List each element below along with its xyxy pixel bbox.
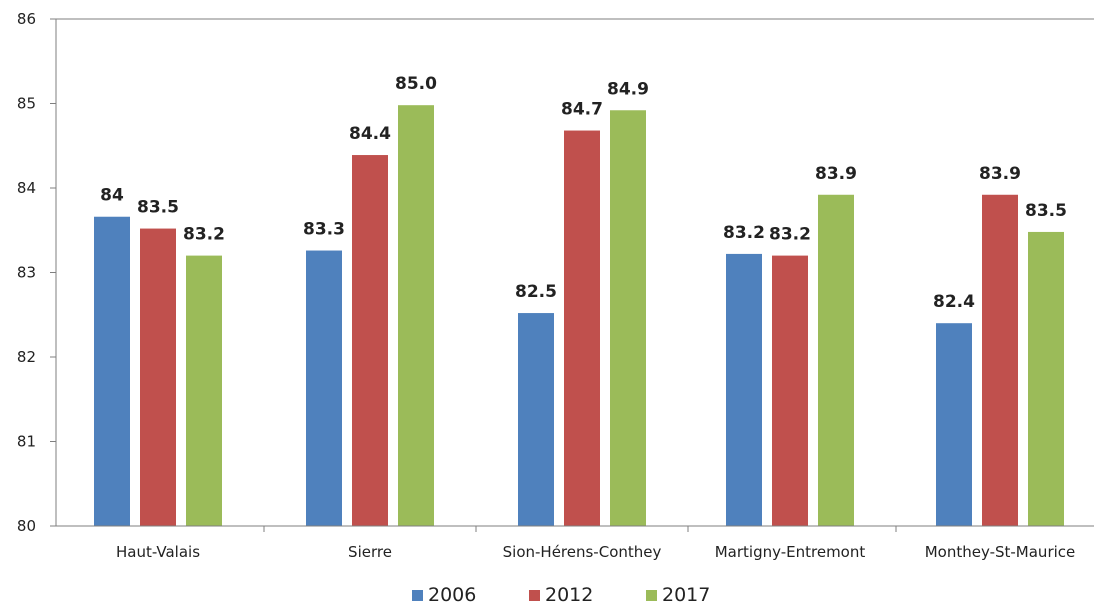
bar-2012	[982, 194, 1018, 526]
bar-2017	[398, 105, 434, 526]
bar-2017	[610, 110, 646, 526]
x-axis-categories: Haut-Valais Sierre Sion-Hérens-Conthey Mart…	[116, 526, 1076, 561]
legend-label: 2017	[662, 584, 710, 606]
bar-2017	[818, 194, 854, 526]
y-tick-label: 84	[17, 179, 36, 197]
y-tick-label: 83	[17, 264, 36, 282]
y-tick-label: 80	[17, 517, 36, 535]
y-axis-ticks: 80 81 82 83 84 85 86	[17, 10, 56, 535]
data-label: 84	[100, 186, 124, 206]
bar-2012	[352, 155, 388, 527]
category-label: Monthey-St-Maurice	[925, 543, 1076, 561]
y-tick-label: 82	[17, 348, 36, 366]
data-label: 83.9	[979, 164, 1021, 184]
category-label: Sion-Hérens-Conthey	[503, 543, 662, 561]
y-tick-label: 81	[17, 433, 36, 451]
category-label: Haut-Valais	[116, 543, 200, 561]
data-label: 83.2	[769, 225, 811, 245]
category-label: Sierre	[348, 543, 392, 561]
data-label: 83.2	[183, 225, 225, 245]
y-tick-label: 86	[17, 10, 36, 28]
bar-2006	[306, 250, 342, 526]
category-label: Martigny-Entremont	[715, 543, 866, 561]
bar-2012	[140, 228, 176, 526]
bar-2017	[1028, 231, 1064, 526]
legend: 2006 2012 2017	[412, 584, 710, 606]
data-label: 82.4	[933, 292, 975, 312]
bar-2012	[564, 130, 600, 527]
data-label: 84.4	[349, 124, 391, 144]
data-label: 83.5	[137, 198, 179, 218]
y-tick-label: 85	[17, 95, 36, 113]
data-label: 84.9	[607, 79, 649, 99]
data-label: 84.7	[561, 100, 603, 120]
bar-2012	[772, 255, 808, 526]
data-label: 83.5	[1025, 201, 1067, 221]
bar-2006	[518, 313, 554, 526]
bar-2006	[726, 253, 762, 526]
data-label: 83.3	[303, 220, 345, 240]
legend-swatch-2012	[529, 590, 540, 601]
data-label: 82.5	[515, 282, 557, 302]
legend-label: 2006	[428, 584, 476, 606]
legend-swatch-2017	[646, 590, 657, 601]
bar-2006	[94, 216, 130, 527]
bar-2006	[936, 323, 972, 526]
data-label: 83.9	[815, 164, 857, 184]
bar-2017	[186, 255, 222, 526]
data-label: 83.2	[723, 223, 765, 243]
data-label: 85.0	[395, 74, 437, 94]
legend-swatch-2006	[412, 590, 423, 601]
bars	[94, 105, 1064, 527]
legend-label: 2012	[545, 584, 593, 606]
